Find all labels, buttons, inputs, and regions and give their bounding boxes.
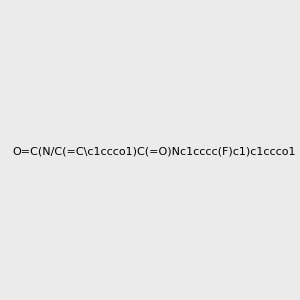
Text: O=C(N/C(=C\c1ccco1)C(=O)Nc1cccc(F)c1)c1ccco1: O=C(N/C(=C\c1ccco1)C(=O)Nc1cccc(F)c1)c1c…	[12, 146, 296, 157]
